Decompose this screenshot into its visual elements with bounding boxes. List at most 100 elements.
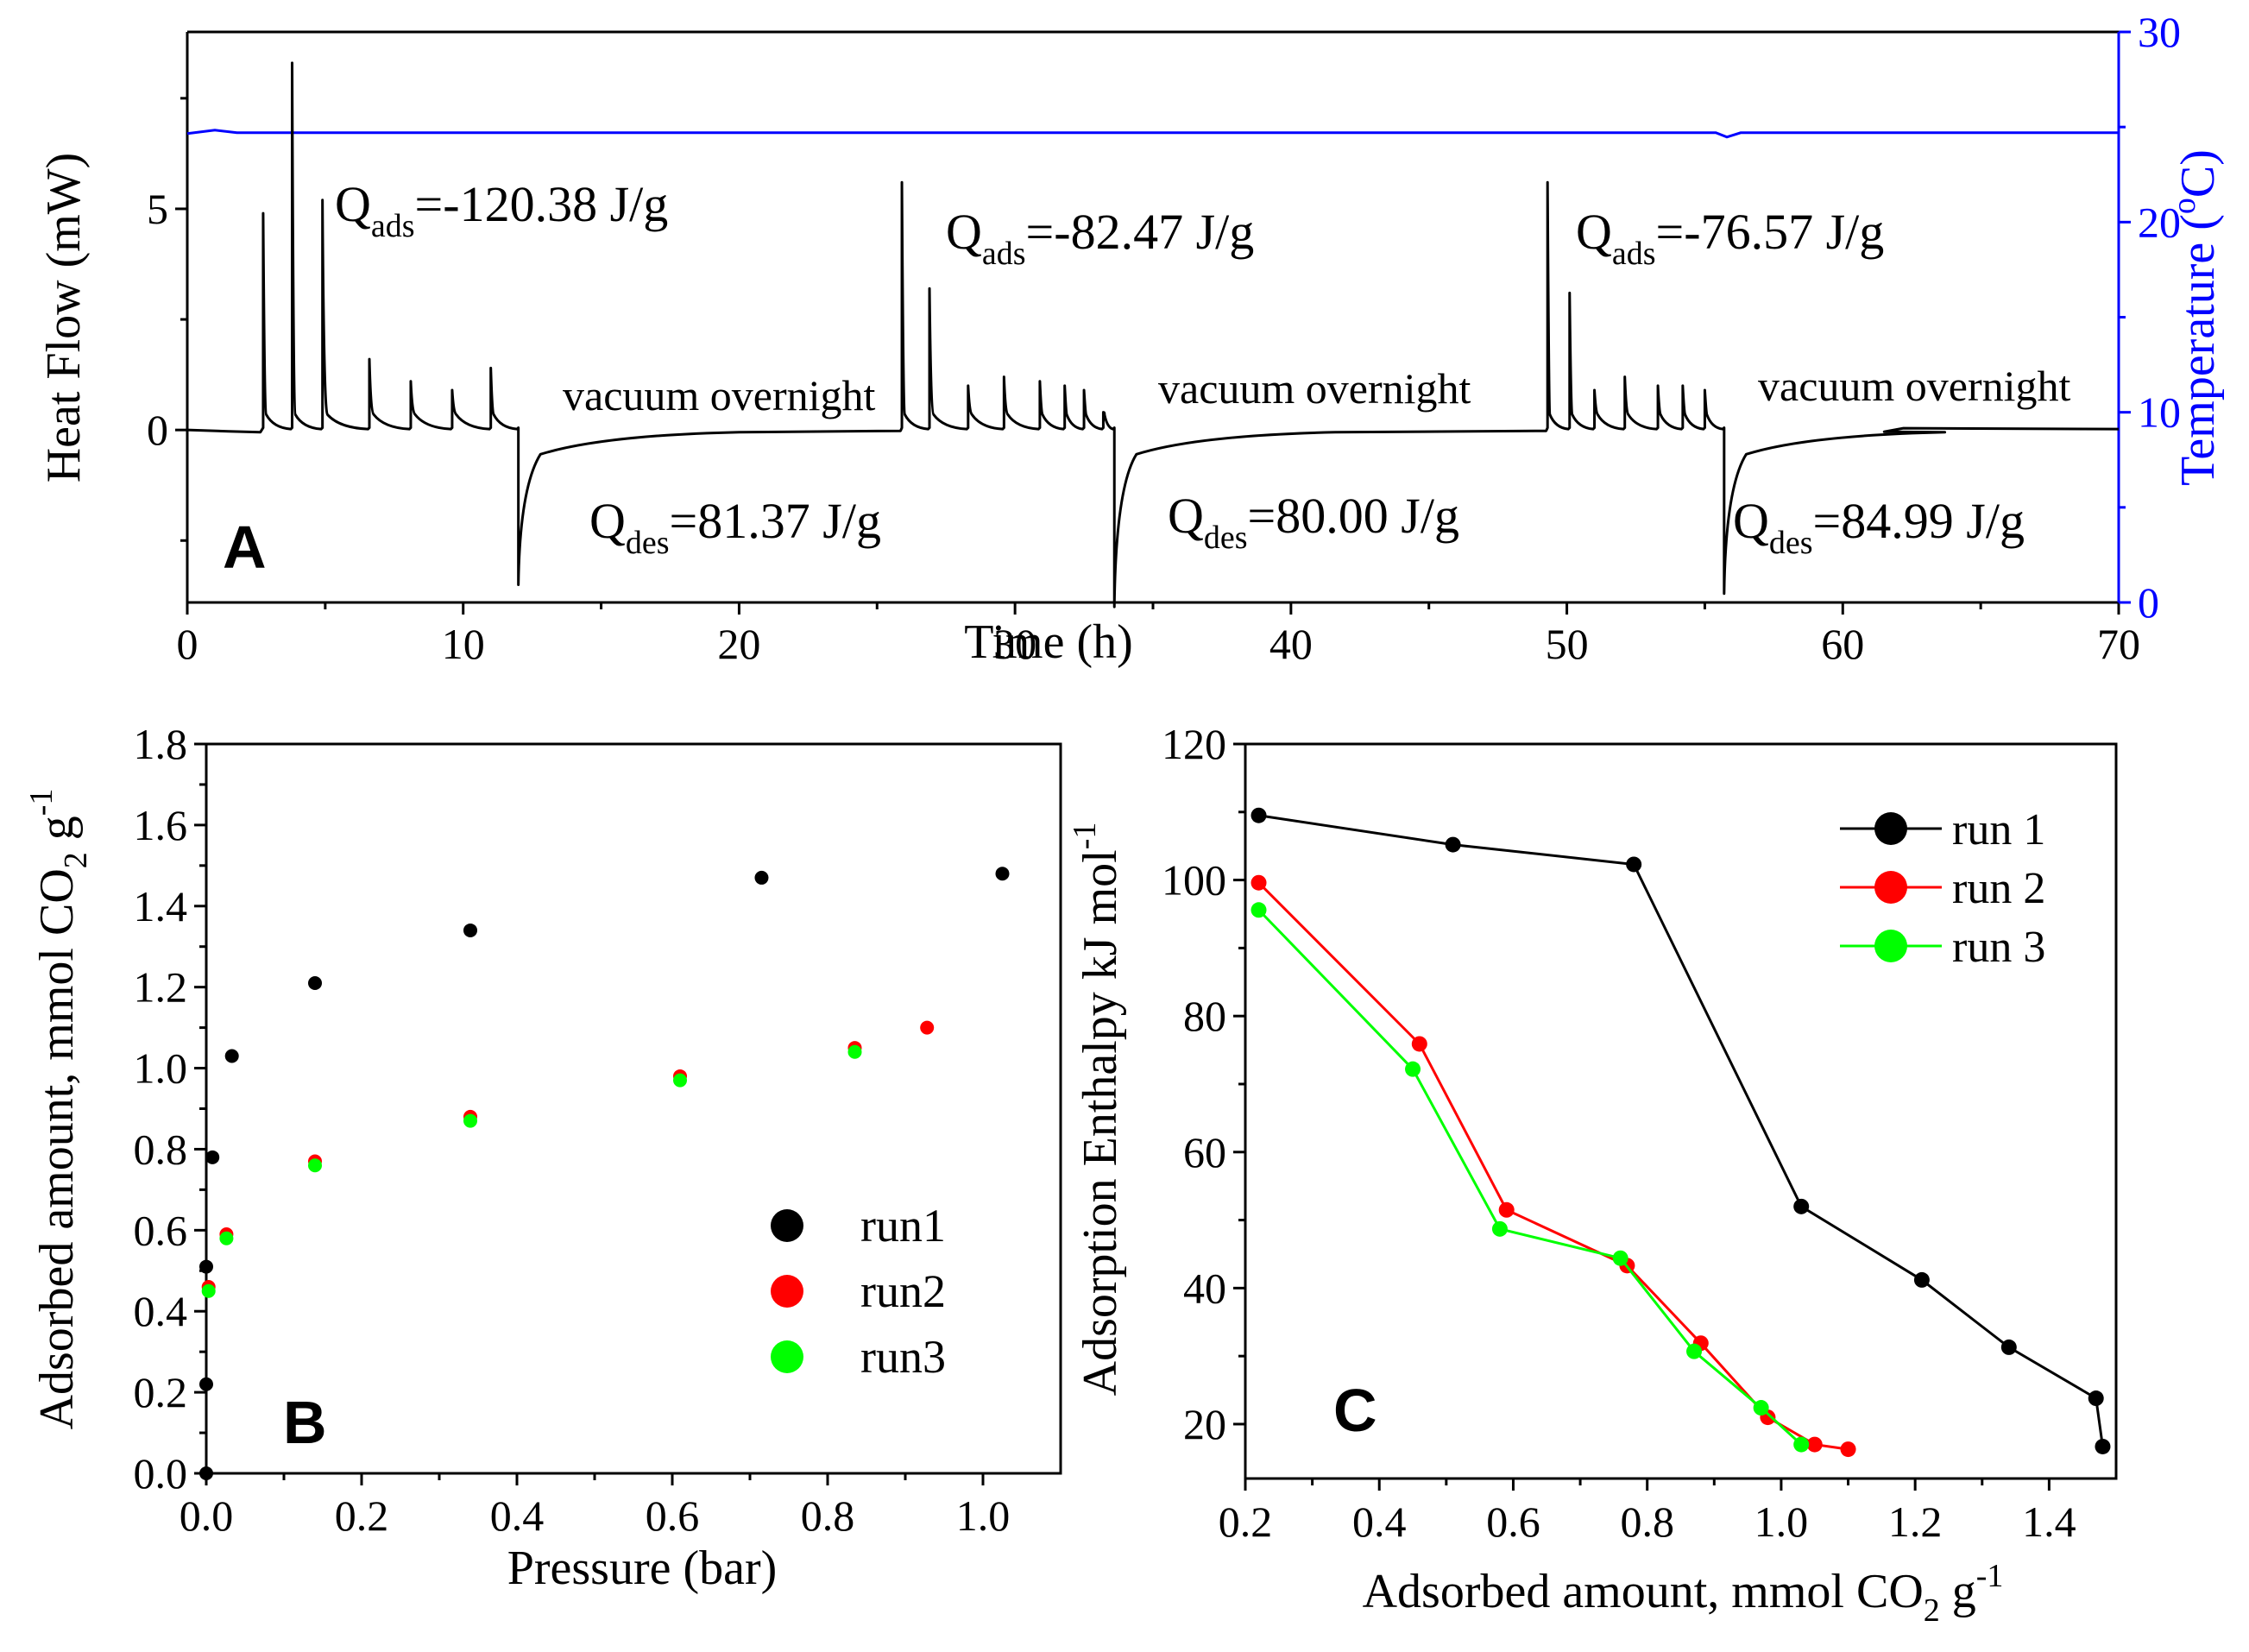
q-ads-annotation: Qads=-120.38 J/g (335, 176, 668, 244)
x-tick-label: 60 (1821, 620, 1864, 668)
y-tick-label: 0.6 (134, 1206, 188, 1254)
y-tick-label: 100 (1162, 856, 1226, 905)
series-line-run1 (1258, 814, 2104, 1447)
legend-marker-run2 (1874, 871, 1907, 904)
y-tick-label: 5 (147, 185, 168, 233)
y2-tick-label: 30 (2138, 8, 2181, 56)
legend-label-run3: run3 (860, 1331, 946, 1383)
y-axis-title: Adsorption Enthalpy kJ mol-1 (1067, 823, 1127, 1397)
q-ads-annotation: Qads=-76.57 J/g (1576, 204, 1884, 272)
x-tick-label: 1.2 (1888, 1498, 1943, 1546)
data-point-run1 (1250, 807, 1267, 823)
data-point-run1 (1913, 1271, 1930, 1288)
x-tick-label: 30 (993, 620, 1036, 668)
vacuum-overnight-label: vacuum overnight (1758, 362, 2071, 410)
data-point-run1 (199, 1259, 213, 1274)
x-tick-label: 40 (1269, 620, 1313, 668)
data-point-run2 (1250, 874, 1267, 891)
vacuum-overnight-label: vacuum overnight (1158, 364, 1471, 413)
x-tick-label: 1.4 (2022, 1498, 2076, 1546)
data-point-run1 (199, 1377, 213, 1391)
legend-label-run2: run 2 (1952, 864, 2045, 913)
y-tick-label: 1.4 (134, 882, 188, 930)
y2-axis-title: Temperature (oC) (2166, 149, 2225, 486)
y-tick-label: 0.2 (134, 1368, 188, 1416)
data-point-run1 (224, 1049, 239, 1063)
legend-label-run3: run 3 (1952, 923, 2045, 972)
y-tick-label: 1.0 (134, 1044, 188, 1093)
data-point-run3 (1250, 902, 1267, 918)
y-tick-label: 0.0 (134, 1449, 188, 1498)
data-point-run3 (219, 1231, 234, 1245)
x-tick-label: 1.0 (956, 1491, 1011, 1540)
data-point-run1 (205, 1150, 220, 1164)
q-des-annotation: Qdes=84.99 J/g (1733, 493, 2025, 561)
legend-marker-run3 (771, 1340, 803, 1373)
data-point-run1 (754, 870, 769, 885)
x-axis-title: Pressure (bar) (507, 1542, 778, 1595)
data-point-run1 (1793, 1198, 1810, 1214)
y2-tick-label: 20 (2138, 198, 2181, 246)
data-point-run3 (1686, 1343, 1703, 1359)
heat-flow-line (186, 61, 2120, 608)
y-tick-label: 1.2 (134, 963, 188, 1012)
data-point-run1 (2000, 1339, 2017, 1355)
y-axis-title: Adsorbed amount, mmol CO2 g-1 (23, 789, 94, 1430)
y-tick-label: 40 (1183, 1264, 1226, 1312)
data-point-run1 (308, 975, 322, 990)
x-axis-title: Time (h) (964, 615, 1133, 669)
x-tick-label: 0.0 (180, 1491, 234, 1540)
data-point-run3 (1793, 1436, 1810, 1453)
x-tick-label: 0.6 (646, 1491, 700, 1540)
data-point-run3 (1405, 1061, 1421, 1077)
x-tick-label: 0.4 (490, 1491, 545, 1540)
legend-label-run1: run 1 (1952, 805, 2045, 854)
data-point-run3 (1753, 1400, 1769, 1416)
y-tick-label: 0 (147, 406, 168, 454)
panel-label-c: C (1333, 1377, 1377, 1444)
panel-c: 0.2 0.4 0.6 0.8 1.0 1.2 1.4 20 40 60 80 100 120 Adsor… (1067, 720, 2118, 1629)
x-tick-label: 0.8 (1620, 1498, 1674, 1546)
vacuum-overnight-label: vacuum overnight (563, 371, 876, 419)
data-point-run1 (199, 1466, 213, 1480)
y-tick-label: 1.6 (134, 801, 188, 849)
x-tick-label: 50 (1546, 620, 1589, 668)
data-point-run1 (463, 923, 477, 937)
plot-frame (1244, 742, 2118, 1480)
panel-b: 0.0 0.2 0.4 0.6 0.8 1.0 0.0 0.2 0.4 0.6 0.8 1.0 1.2 1… (23, 720, 1062, 1595)
x-tick-label: 0 (177, 620, 198, 668)
legend-label-run1: run1 (860, 1200, 946, 1252)
x-tick-label: 0.8 (801, 1491, 855, 1540)
y2-tick-label: 0 (2138, 578, 2159, 627)
x-tick-label: 0.6 (1486, 1498, 1540, 1546)
data-point-run2 (1806, 1436, 1823, 1453)
panel-label-b: B (283, 1389, 327, 1456)
x-tick-label: 1.0 (1754, 1498, 1809, 1546)
legend-marker-run1 (1874, 812, 1907, 845)
y-tick-label: 80 (1183, 992, 1226, 1040)
x-tick-label: 10 (442, 620, 485, 668)
data-point-run3 (1491, 1220, 1508, 1237)
y-tick-label: 0.4 (134, 1287, 188, 1335)
data-point-run3 (308, 1158, 322, 1173)
data-point-run1 (995, 867, 1010, 881)
data-point-run1 (2095, 1438, 2111, 1454)
data-point-run2 (1411, 1036, 1427, 1052)
data-point-run1 (2088, 1390, 2104, 1407)
q-des-annotation: Qdes=81.37 J/g (589, 493, 881, 561)
x-tick-label: 70 (2097, 620, 2140, 668)
y-tick-label: 0.8 (134, 1125, 188, 1173)
data-point-run1 (1626, 856, 1642, 873)
data-point-run3 (673, 1073, 687, 1088)
x-tick-label: 0.2 (1219, 1498, 1273, 1546)
y-tick-label: 120 (1162, 720, 1226, 768)
panel-label-a: A (223, 514, 267, 581)
y2-tick-label: 10 (2138, 388, 2181, 437)
x-tick-label: 0.4 (1352, 1498, 1407, 1546)
temperature-line (186, 129, 2119, 139)
x-tick-label: 20 (717, 620, 760, 668)
data-point-run2 (1498, 1201, 1515, 1218)
x-axis-title: Adsorbed amount, mmol CO2 g-1 (1363, 1558, 2004, 1629)
